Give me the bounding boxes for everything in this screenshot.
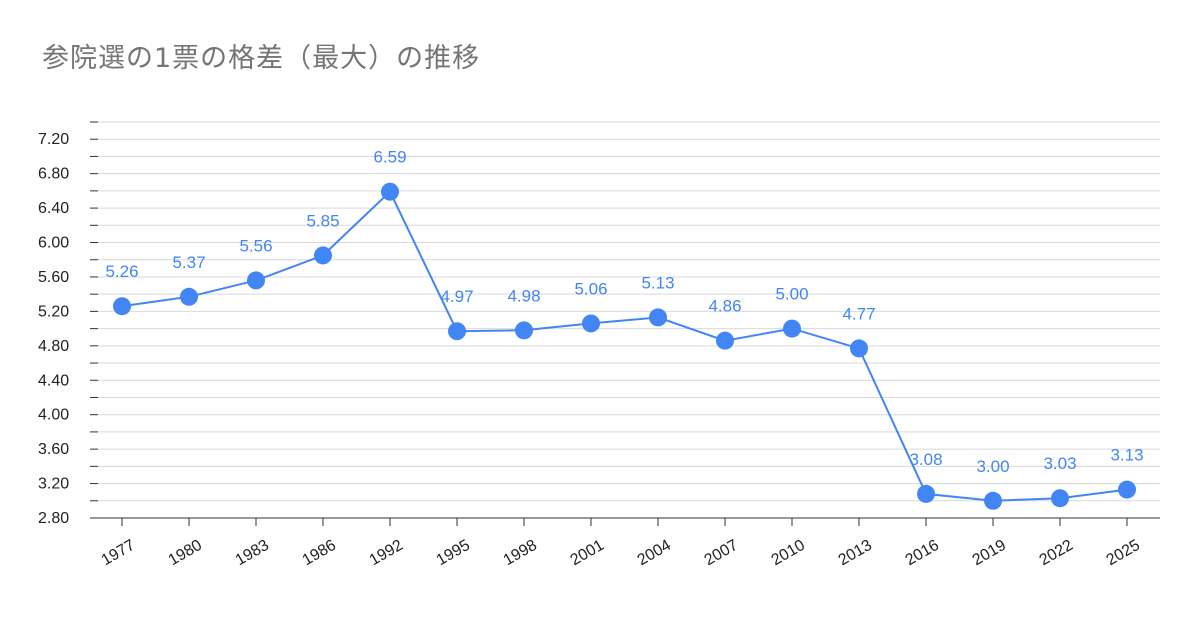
data-point — [113, 297, 131, 316]
gridlines — [98, 121, 1160, 502]
series-line — [121, 190, 1128, 502]
y-tick-label: 4.40 — [38, 372, 69, 389]
y-tick-label: 6.40 — [38, 200, 69, 217]
data-point — [984, 491, 1002, 510]
data-label: 5.13 — [641, 273, 674, 292]
x-tick-label: 2001 — [568, 537, 607, 570]
data-point — [850, 339, 868, 358]
data-label: 5.85 — [306, 211, 339, 230]
data-label: 3.03 — [1043, 454, 1076, 473]
y-tick-label: 5.60 — [38, 269, 69, 286]
axes — [90, 121, 1160, 526]
data-point — [783, 319, 801, 338]
data-label: 4.98 — [507, 286, 540, 305]
x-tick-label: 2019 — [970, 537, 1009, 570]
y-tick-label: 2.80 — [38, 510, 69, 527]
x-tick-label: 1983 — [233, 537, 272, 570]
x-tick-label: 2025 — [1104, 537, 1143, 570]
x-tick-label: 2007 — [702, 537, 741, 570]
y-tick-label: 6.00 — [38, 235, 69, 252]
x-tick-label: 1995 — [434, 537, 473, 570]
data-point — [917, 484, 935, 503]
data-points — [113, 182, 1136, 510]
data-point — [716, 331, 734, 350]
data-label: 4.77 — [842, 304, 875, 323]
x-tick-label: 1977 — [99, 537, 138, 570]
y-tick-labels: 2.80 3.20 3.60 4.00 4.40 4.80 5.20 5.60 6.00 6.40… — [38, 131, 69, 527]
data-label: 3.08 — [909, 450, 942, 469]
data-point — [582, 314, 600, 333]
x-tick-label: 1998 — [501, 537, 540, 570]
data-point — [649, 308, 667, 327]
data-point — [448, 322, 466, 341]
x-tick-label: 2013 — [836, 537, 875, 570]
y-tick-label: 3.60 — [38, 441, 69, 458]
chart-title: 参院選の1票の格差（最大）の推移 — [42, 43, 481, 74]
data-point — [515, 321, 533, 340]
x-tick-label: 2010 — [769, 537, 808, 570]
data-label: 4.86 — [708, 297, 741, 316]
data-point — [381, 182, 399, 201]
data-label: 5.56 — [239, 236, 272, 255]
data-label: 5.37 — [172, 253, 205, 272]
data-point — [180, 287, 198, 306]
data-label: 3.00 — [976, 457, 1009, 476]
data-point — [1051, 489, 1069, 508]
x-tick-label: 2004 — [635, 537, 674, 570]
x-tick-labels: 1977 1980 1983 1986 1992 1995 1998 2001 2004 2007… — [99, 537, 1143, 570]
x-tick-label: 1992 — [367, 537, 406, 570]
x-tick-label: 2022 — [1037, 537, 1076, 570]
data-label: 5.00 — [775, 285, 808, 304]
data-label: 5.26 — [105, 262, 138, 281]
y-tick-label: 7.20 — [38, 131, 69, 148]
data-labels: 5.26 5.37 5.56 5.85 6.59 4.97 4.98 5.06 5.13 4.86… — [105, 148, 1143, 476]
y-tick-label: 5.20 — [38, 303, 69, 320]
data-label: 6.59 — [373, 148, 406, 167]
data-point — [247, 271, 265, 290]
y-tick-label: 4.80 — [38, 338, 69, 355]
data-point — [1118, 480, 1136, 499]
y-tick-label: 3.20 — [38, 476, 69, 493]
x-tick-label: 1986 — [300, 537, 339, 570]
data-label: 5.06 — [574, 279, 607, 298]
y-tick-label: 4.00 — [38, 407, 69, 424]
data-label: 3.13 — [1110, 446, 1143, 465]
data-point — [314, 246, 332, 265]
data-label: 4.97 — [440, 287, 473, 306]
series-polyline — [121, 190, 1128, 502]
x-tick-label: 2016 — [903, 537, 942, 570]
x-tick-label: 1980 — [166, 537, 205, 570]
y-tick-label: 6.80 — [38, 166, 69, 183]
